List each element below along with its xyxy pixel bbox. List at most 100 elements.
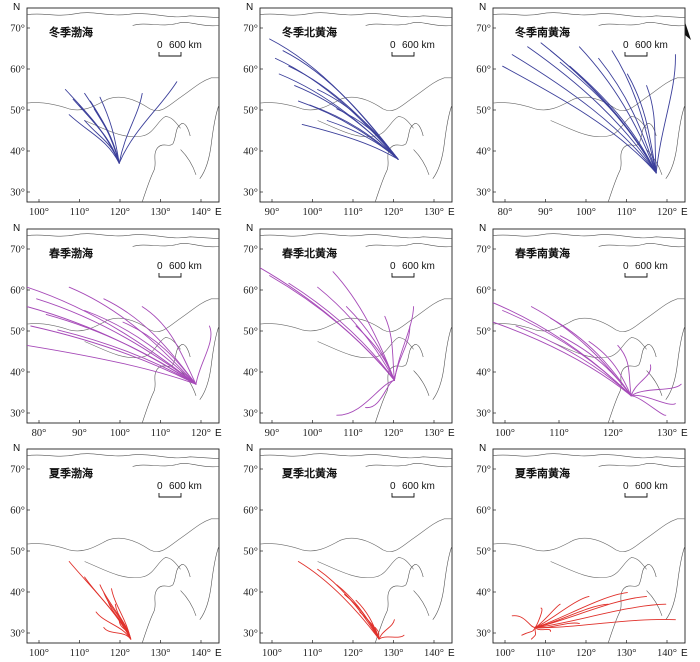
y-tick-label: 50° (10, 106, 25, 117)
scale-km-label: 600 km (635, 261, 668, 272)
trajectory-line (646, 85, 657, 174)
north-axis-label: N (246, 223, 253, 234)
y-tick-label: 70° (243, 24, 258, 35)
y-tick-label: 60° (243, 286, 258, 297)
y-tick-label: 60° (476, 65, 491, 76)
trajectory-line (630, 395, 667, 416)
y-tick-label: 40° (243, 368, 258, 379)
trajectory-line (534, 622, 580, 629)
x-tick-label: 110° (343, 207, 363, 218)
y-tick-label: 30° (476, 409, 491, 420)
east-axis-label: E (681, 648, 688, 659)
trajectory-line (393, 325, 411, 381)
coastline (598, 243, 685, 248)
trajectory-line (534, 595, 590, 628)
trajectory-line (493, 321, 632, 397)
east-axis-label: E (681, 207, 688, 218)
north-axis-label: N (13, 223, 20, 234)
trajectory-line (317, 286, 395, 381)
coastline (260, 12, 452, 18)
trajectory-line (559, 335, 632, 397)
y-tick-label: 50° (476, 106, 491, 117)
country-border (260, 298, 452, 332)
x-tick-label: 100° (303, 428, 323, 439)
y-tick-label: 40° (10, 588, 25, 599)
map-panel-winter-south-yellow: 冬季南黄海 0 600 km N E 70° 60° 50° 40° 30° 80° 90° 100° 1… (466, 0, 698, 221)
trajectory-line (534, 603, 667, 628)
trajectory-line (378, 634, 405, 640)
x-tick-label: 120° (657, 207, 677, 218)
east-axis-label: E (448, 648, 455, 659)
east-axis-label: E (215, 428, 222, 439)
x-tick-label: 110° (617, 207, 637, 218)
trajectory-line (550, 317, 632, 397)
x-tick-label: 100° (576, 207, 596, 218)
trajectory-line (378, 619, 395, 640)
map-panel-summer-south-yellow: 夏季南黄海 0 600 km N E 70° 60° 50° 40° 30° 100° 110° 120… (466, 441, 698, 662)
coastline (646, 545, 685, 620)
y-tick-label: 40° (476, 368, 491, 379)
map-frame (26, 228, 220, 424)
map-svg: 春季北黄海 0 600 km N E 70° 60° 50° 40° 30° 90° 100° 110°… (243, 223, 455, 439)
trajectory-line (534, 603, 561, 628)
x-tick-label: 120° (110, 648, 130, 659)
y-tick-label: 70° (476, 24, 491, 35)
y-tick-label: 30° (10, 409, 25, 420)
trajectory-line (626, 73, 657, 174)
scale-zero-label: 0 (157, 261, 163, 272)
panel-title: 夏季南黄海 (515, 466, 570, 480)
map-svg: 春季南黄海 0 600 km N E 70° 60° 50° 40° 30° 100° 110° 120… (476, 223, 688, 439)
coastline (646, 325, 685, 400)
trajectory-line (93, 108, 120, 164)
x-tick-label: 100° (303, 207, 323, 218)
coastline (132, 243, 219, 248)
panel-title: 春季渤海 (49, 246, 93, 260)
map-svg: 夏季南黄海 0 600 km N E 70° 60° 50° 40° 30° 100° 110° 120… (476, 443, 688, 659)
scale-zero-label: 0 (623, 40, 629, 51)
trajectory-line (534, 603, 609, 628)
coastline (607, 564, 657, 643)
y-tick-label: 30° (476, 188, 491, 199)
x-tick-label: 120° (191, 428, 211, 439)
country-border (317, 116, 414, 138)
x-tick-label: 130° (424, 207, 444, 218)
trajectory-line (578, 46, 657, 174)
country-border (260, 77, 452, 111)
trajectory-line (336, 108, 399, 160)
scale-bar (158, 493, 182, 498)
x-tick-label: 100° (495, 428, 515, 439)
y-tick-label: 70° (243, 245, 258, 256)
map-svg: 冬季南黄海 0 600 km N E 70° 60° 50° 40° 30° 80° 90° 100° 1… (476, 2, 688, 218)
map-panel-winter-bohai: 冬季渤海 0 600 km N E 70° 60° 50° 40° 30° 100° 110° 120°… (0, 0, 232, 221)
y-tick-label: 70° (10, 465, 25, 476)
panel-title: 春季南黄海 (515, 246, 570, 260)
map-frame (492, 228, 686, 424)
coastline (27, 12, 219, 18)
x-tick-label: 130° (657, 428, 677, 439)
trajectory-line (559, 61, 657, 174)
y-tick-label: 40° (243, 588, 258, 599)
x-tick-label: 100° (29, 648, 49, 659)
map-panel-spring-north-yellow: 春季北黄海 0 600 km N E 70° 60° 50° 40° 30° 90° 100° 110°… (233, 221, 465, 442)
trajectory-line (374, 627, 380, 640)
coastline (180, 104, 219, 179)
trajectory-line (36, 298, 197, 385)
scale-zero-label: 0 (623, 481, 629, 492)
north-axis-label: N (246, 2, 253, 13)
x-tick-label: 130° (617, 648, 637, 659)
x-tick-label: 90° (265, 207, 280, 218)
panel-title: 夏季渤海 (49, 466, 93, 480)
map-panel-summer-bohai: 夏季渤海 0 600 km N E 70° 60° 50° 40° 30° 100° 110° 120°… (0, 441, 232, 662)
trajectory-line (122, 321, 197, 385)
x-tick-label: 140° (191, 648, 211, 659)
x-tick-label: 130° (384, 648, 404, 659)
country-border (84, 337, 181, 359)
coastline (365, 22, 452, 27)
map-panel-summer-north-yellow: 夏季北黄海 0 600 km N E 70° 60° 50° 40° 30° 100° 110° 120… (233, 441, 465, 662)
y-tick-label: 50° (10, 327, 25, 338)
panel-title: 冬季南黄海 (515, 25, 570, 39)
scale-km-label: 600 km (169, 40, 202, 51)
x-tick-label: 90° (265, 428, 280, 439)
x-tick-label: 140° (657, 648, 677, 659)
trajectory-line (534, 627, 552, 632)
